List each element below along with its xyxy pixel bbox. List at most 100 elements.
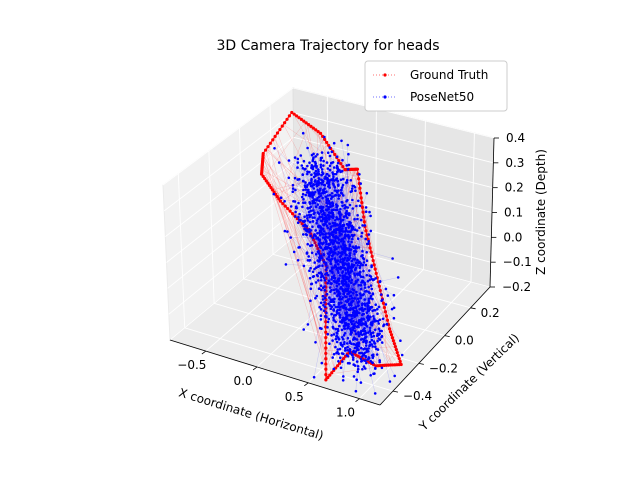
posenet-point [319,230,322,233]
posenet-point [351,288,354,291]
posenet-point [352,207,355,210]
ground-truth-point [291,212,294,215]
posenet-point [354,297,357,300]
posenet-point [309,235,312,238]
posenet-point [321,157,324,160]
posenet-point [366,192,369,195]
posenet-point [343,341,346,344]
ground-truth-point [324,341,327,344]
ground-truth-point [284,205,287,208]
posenet-point [367,286,370,289]
posenet-point [334,186,337,189]
posenet-point [331,151,334,154]
posenet-point [385,303,388,306]
posenet-point [285,263,288,266]
posenet-point [336,253,339,256]
posenet-point [359,271,362,274]
posenet-point [328,184,331,187]
posenet-point [372,320,375,323]
posenet-point [322,164,325,167]
posenet-point [332,222,335,225]
posenet-point [306,217,309,220]
posenet-point [365,362,368,365]
posenet-point [350,229,353,232]
posenet-point [345,296,348,299]
posenet-point [320,210,323,213]
posenet-point [369,326,372,329]
ground-truth-point [276,131,279,134]
posenet-point [309,221,312,224]
posenet-point [346,311,349,314]
posenet-point [347,168,350,171]
posenet-point [348,275,351,278]
posenet-point [332,234,335,237]
legend: Ground Truth PoseNet50 [365,61,507,111]
posenet-point [350,331,353,334]
ground-truth-point [266,145,269,148]
posenet-point [320,183,323,186]
posenet-point [368,233,371,236]
posenet-point [346,259,349,262]
ground-truth-point [395,348,398,351]
posenet-point [329,202,332,205]
posenet-point [321,232,324,235]
posenet-point [294,189,297,192]
posenet-point [375,320,378,323]
posenet-point [350,281,353,284]
posenet-point [302,173,305,176]
posenet-point [339,321,342,324]
posenet-point [310,287,313,290]
posenet-point [338,325,341,328]
posenet-point [381,367,384,370]
posenet-point [329,238,332,241]
posenet-point [317,184,320,187]
posenet-point [342,260,345,263]
posenet-point [344,244,347,247]
posenet-point [330,226,333,229]
posenet-point [363,303,366,306]
posenet-point [302,180,305,183]
posenet-point [370,230,373,233]
posenet-point [312,160,315,163]
posenet-point [297,221,300,224]
z-tick-label: 0.4 [506,131,525,145]
posenet-point [342,290,345,293]
posenet-point [301,164,304,167]
posenet-point [350,342,353,345]
posenet-point [346,346,349,349]
posenet-point [355,306,358,309]
posenet-point [337,183,340,186]
posenet-point [363,318,366,321]
posenet-point [302,225,305,228]
posenet-point [311,283,314,286]
posenet-point [378,361,381,364]
posenet-point [349,204,352,207]
posenet-point [377,348,380,351]
x-tick-label: 1.0 [336,406,355,420]
posenet-point [360,338,363,341]
posenet-point [370,335,373,338]
posenet-point [361,232,364,235]
posenet-point [363,352,366,355]
posenet-point [329,206,332,209]
posenet-point [378,306,381,309]
posenet-point [347,337,350,340]
posenet-point [338,303,341,306]
posenet-point [332,217,335,220]
posenet-point [364,339,367,342]
posenet-point [316,275,319,278]
posenet-point [333,353,336,356]
posenet-point [339,287,342,290]
posenet-point [326,326,329,329]
posenet-point [323,301,326,304]
posenet-point [351,199,354,202]
posenet-point [351,353,354,356]
posenet-point [356,214,359,217]
posenet-point [342,353,345,356]
posenet-point [341,345,344,348]
posenet-point [312,165,315,168]
posenet-point [391,308,394,311]
posenet-point [325,262,328,265]
posenet-point [363,333,366,336]
ground-truth-point [324,378,327,381]
